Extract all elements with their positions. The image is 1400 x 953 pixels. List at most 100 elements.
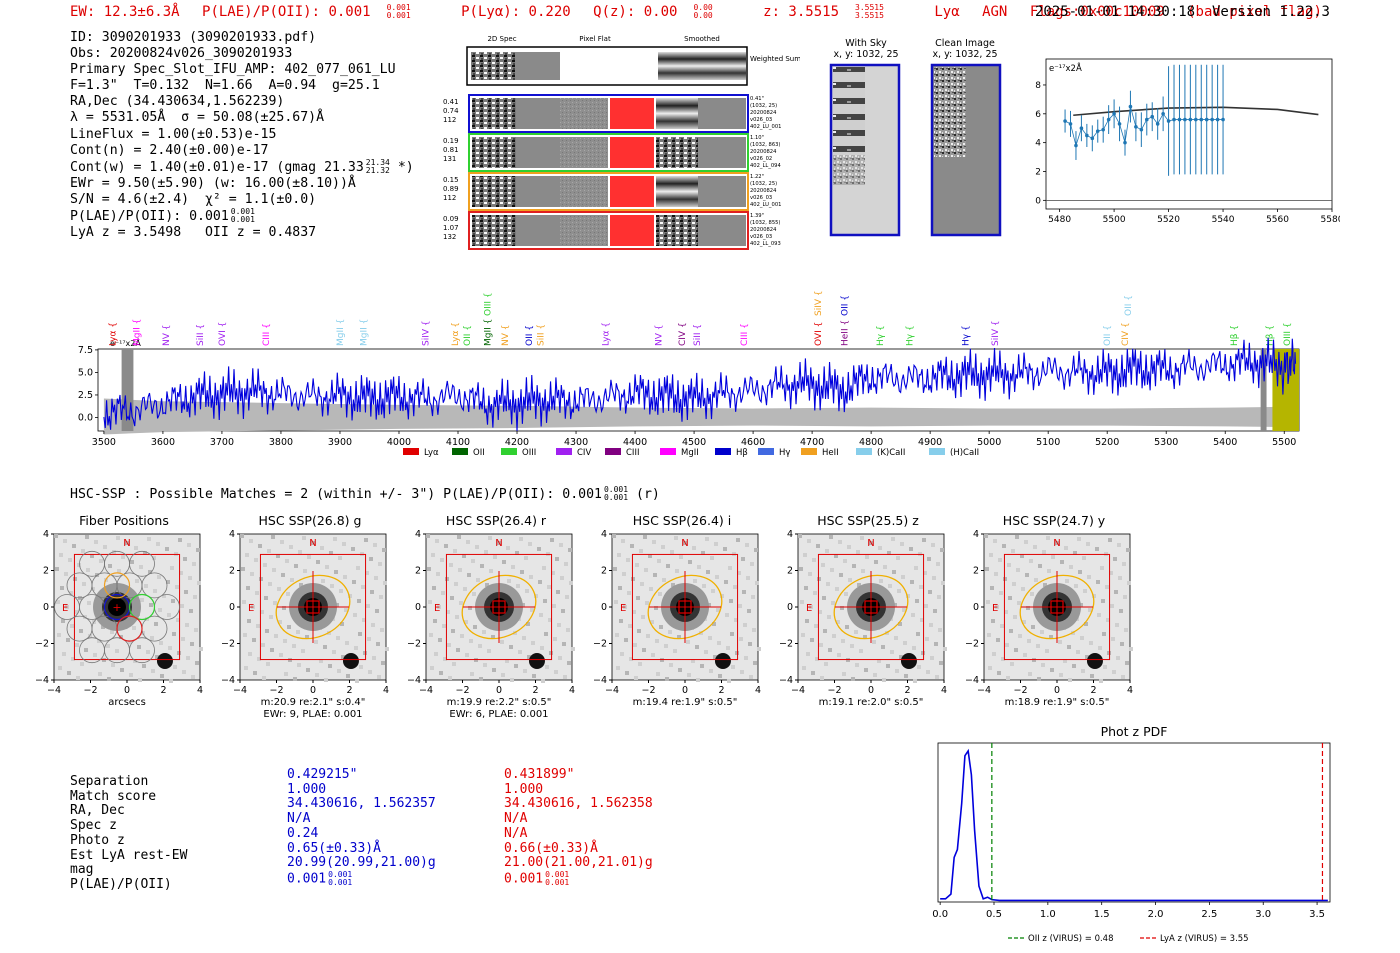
lyaz-line: LyA z = 3.5498 OII z = 0.4837 [70,225,317,241]
cutout-ytick: 2 [787,566,793,577]
cutout-ytick: 2 [973,566,979,577]
spectrum-legend-item: Lyα [403,448,439,458]
row-meta: 20200824 [750,227,777,233]
comparison-label: RA, Dec [70,803,125,819]
cutout-ytick: 2 [229,566,235,577]
emission-line-label: OIII { [1283,322,1293,346]
spectrum-ytick: 5.0 [78,367,93,378]
photz-title: Phot z PDF [1101,724,1168,739]
spectrum-legend-item: (K)CaII [856,448,905,458]
cutout-xtick: 4 [755,685,761,696]
target-box [1050,600,1064,614]
cutout-xtick: 2 [532,685,538,696]
cutout-ytick: −2 [593,639,607,650]
emission-line-label: SiIV { [814,290,824,316]
cutout-ytick: 4 [229,530,235,540]
row-meta: 402_LL_094 [750,163,781,169]
comparison-value: 0.65(±0.33)Å [287,840,381,856]
cutout-ytick: −4 [779,675,793,686]
cutout-ytick: −4 [965,675,979,686]
spectrum-ytick: 0.0 [78,412,93,423]
row-stat: 0.15 [443,176,459,184]
north-marker: N [309,538,316,549]
cutout-xtick: 4 [569,685,575,696]
spectrum-xtick: 4100 [446,437,470,448]
fit-xtick: 5480 [1048,215,1071,225]
cutout-panel: HSC SSP(25.5) z N E −4 −2 0 2 4 4 2 0 −2 −4 m:19.1 re… [778,510,968,725]
spectrum-ytick: 2.5 [78,390,93,401]
header-bar: EW: 12.3±6.3Å P(LAE)/P(OII): 0.001 0.001 0… [70,3,1336,21]
svg-text:HeII: HeII [822,448,839,458]
cutout-ytick: −2 [965,639,979,650]
svg-text:OII z (VIRUS) = 0.48: OII z (VIRUS) = 0.48 [1028,934,1114,944]
spectrum-xtick: 5100 [1036,437,1060,448]
emission-line-label: OII { [1103,325,1113,346]
source-ellipse [833,574,909,640]
emission-line-label: NV { [162,325,172,346]
masked-region [121,349,134,431]
cutout-ytick: 2 [601,566,607,577]
emission-line-label: MgII { [336,319,346,346]
neighbor-source [528,653,545,670]
cutout-panel: Fiber Positions + N E −4 −2 0 2 4 4 2 0 −2 −4 arcsecs [34,510,224,725]
cutout-xtick: 0 [682,685,688,696]
spectrum-legend-item: CIII [605,448,639,458]
spectrum-xtick: 4700 [800,437,824,448]
comparison-value: 1.000 [287,781,327,797]
line-fit-ylabel: e⁻¹⁷x2Å [1049,62,1082,74]
spectrum-xtick: 4300 [564,437,588,448]
emission-line-label: Hβ { [1265,325,1275,346]
row-stat: 1.07 [443,224,459,232]
cutout-xtick: −2 [1013,685,1027,696]
cutout-xtick: 4 [197,685,203,696]
comparison-value: N/A [504,811,528,827]
row-meta: v026_03 [750,195,772,201]
col-header-2dspec: 2D Spec [487,35,516,43]
cutout-ytick: 4 [43,530,49,540]
lya-flag: Lyα [934,4,960,20]
comparison-value: 21.00(21.00,21.01)g [504,855,653,871]
cutout-ytick: 0 [601,602,607,613]
cutout-ytick: 4 [415,530,421,540]
cutout-caption: EWr: 6, PLAE: 0.001 [449,709,549,720]
svg-text:(K)CaII: (K)CaII [877,448,905,458]
photz-xtick: 2.0 [1148,909,1164,920]
plae-line: P(LAE)/P(OII): 0.001 0.001 0.001 [70,207,255,225]
target-box [678,600,692,614]
comparison-label: Separation [70,774,149,789]
spectrum-legend-item: MgII [660,448,699,458]
row-stat: 0.41 [443,98,459,106]
spectrum-legend-item: OIII [501,448,536,458]
svg-text:OII: OII [473,448,485,458]
emission-line-label: NV { [655,325,665,346]
sn-line: S/N = 4.6(±2.4) χ² = 1.1(±0.0) [70,191,317,207]
cutout-ytick: 0 [787,602,793,613]
comparison-value: 0.429215" [287,767,358,782]
spectrum-error-envelope [103,398,1297,435]
cutout-caption: m:19.1 re:2.0" s:0.5" [818,697,924,708]
row-meta: (1032, 25) [750,103,777,109]
clean-image-title: Clean Image x, y: 1032, 25 [932,38,998,60]
row-meta: 20200824 [750,110,777,116]
aperture-box [259,553,367,661]
row-meta: (1032, 863) [750,142,780,148]
east-marker: E [62,603,68,614]
east-marker: E [434,603,440,614]
plae-readout: P(LAE)/P(OII): 0.001 0.001 0.001 [202,3,411,21]
spectrum-xtick: 4000 [387,437,411,448]
east-marker: E [992,603,998,614]
comparison-value: 20.99(20.99,21.00)g [287,855,436,871]
fit-xtick: 5560 [1266,215,1289,225]
source-ellipse [275,574,351,640]
matches-header: HSC-SSP : Possible Matches = 2 (within +… [70,485,660,503]
emission-line-label: OVI { [218,322,228,346]
row-stat: 112 [443,116,456,124]
spectrum-xtick: 5300 [1154,437,1178,448]
target-box [864,600,878,614]
cutout-xtick: 2 [1090,685,1096,696]
radec-line: RA,Dec (34.430634,1.562239) [70,94,285,110]
target-box [306,600,320,614]
north-marker: N [1053,538,1060,549]
cutout-xtick: −2 [83,685,97,696]
